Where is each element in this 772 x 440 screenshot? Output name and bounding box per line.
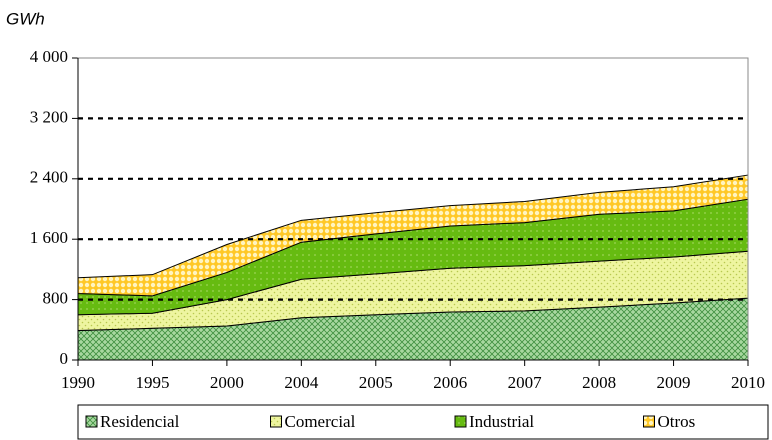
y-tick-label: 800 (43, 289, 69, 308)
x-tick-label: 2008 (582, 373, 616, 392)
y-tick-label: 2 400 (30, 168, 68, 187)
y-tick-label: 1 600 (30, 228, 68, 247)
x-tick-label: 2010 (731, 373, 765, 392)
legend-label: Comercial (285, 412, 356, 431)
x-tick-label: 2009 (657, 373, 691, 392)
x-tick-label: 2006 (433, 373, 467, 392)
x-tick-label: 2007 (508, 373, 543, 392)
legend-label: Industrial (469, 412, 534, 431)
legend-swatch (85, 415, 98, 428)
x-tick-label: 2005 (359, 373, 393, 392)
x-tick-label: 1995 (135, 373, 169, 392)
legend-swatch (270, 415, 282, 428)
y-tick-label: 0 (60, 349, 69, 368)
legend-swatch (643, 415, 655, 428)
x-tick-label: 2000 (210, 373, 244, 392)
y-axis-label: GWh (6, 9, 45, 28)
legend-swatch (454, 415, 467, 428)
x-tick-label: 2004 (284, 373, 319, 392)
legend-label: Residencial (100, 412, 180, 431)
legend-label: Otros (658, 412, 696, 431)
x-tick-label: 1990 (61, 373, 95, 392)
y-tick-label: 4 000 (30, 47, 68, 66)
y-tick-label: 3 200 (30, 107, 68, 126)
